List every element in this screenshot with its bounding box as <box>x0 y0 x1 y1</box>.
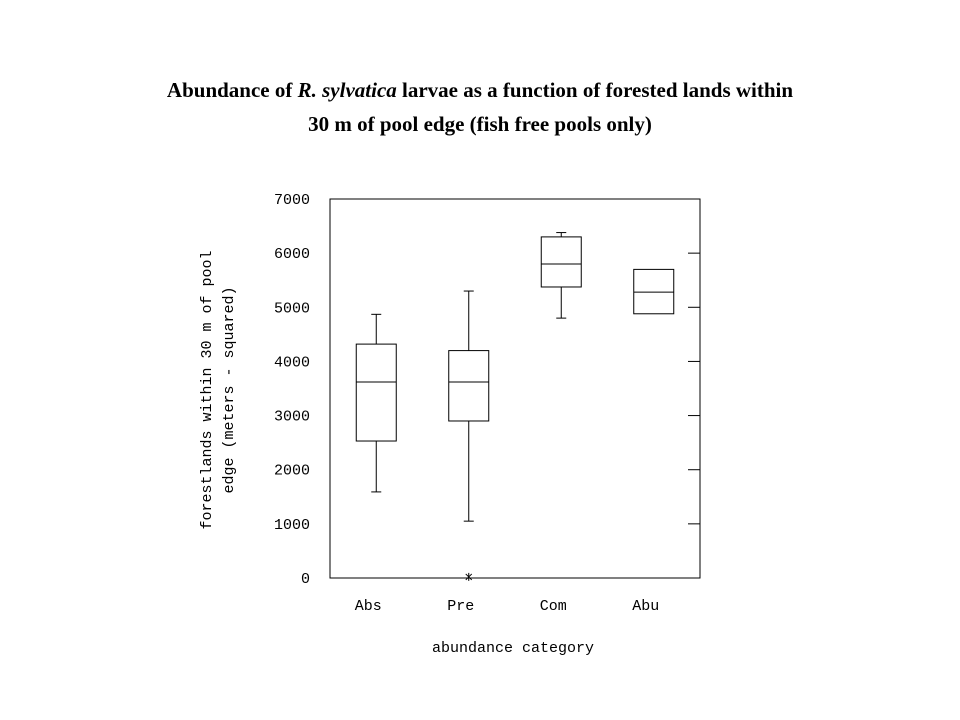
title-species: R. sylvatica <box>297 78 397 102</box>
plot-frame <box>329 198 701 579</box>
y-tick-label: 3000 <box>274 409 310 426</box>
outlier <box>465 572 473 581</box>
box <box>633 268 675 315</box>
chart-title-line2: 30 m of pool edge (fish free pools only) <box>308 112 652 136</box>
y-tick-label: 0 <box>301 571 310 588</box>
y-tick-label: 7000 <box>274 192 310 209</box>
box <box>540 236 582 288</box>
title-part: Abundance of <box>167 78 293 102</box>
title-part: larvae as a function of forested lands w… <box>402 78 793 102</box>
y-tick-label: 4000 <box>274 354 310 371</box>
box <box>355 343 397 442</box>
y-axis-label: edge (meters - squared) <box>221 286 238 493</box>
y-tick-label: 6000 <box>274 246 310 263</box>
x-tick-label: Pre <box>447 598 474 615</box>
y-tick-label: 1000 <box>274 517 310 534</box>
chart-title-line1: Abundance of R. sylvatica larvae as a fu… <box>167 78 793 102</box>
x-axis-label: abundance category <box>432 640 594 657</box>
y-axis-label: forestlands within 30 m of pool <box>199 250 216 529</box>
x-tick-label: Abu <box>632 598 659 615</box>
x-tick-label: Abs <box>355 598 382 615</box>
x-tick-label: Com <box>540 598 567 615</box>
y-tick-label: 2000 <box>274 463 310 480</box>
y-tick-label: 5000 <box>274 300 310 317</box>
box <box>448 350 490 422</box>
